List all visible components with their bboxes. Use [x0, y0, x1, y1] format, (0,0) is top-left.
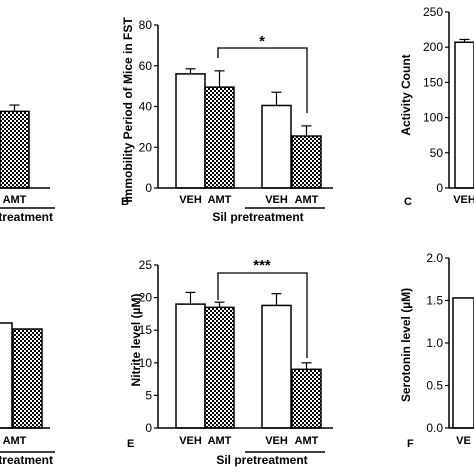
- significance-bracket: [217, 272, 308, 358]
- bar: [291, 368, 322, 429]
- panel-d: AMT pretreatment: [0, 322, 55, 467]
- y-tick-label: 15: [139, 323, 153, 337]
- category-label: VEH: [265, 194, 288, 206]
- y-tick-label: 20: [139, 291, 153, 305]
- group-label: pretreatment: [0, 453, 53, 467]
- panel-label: F: [407, 438, 414, 450]
- y-tick-label: 50: [430, 146, 444, 160]
- category-label: AMT: [295, 194, 319, 206]
- bar: [261, 304, 292, 429]
- y-axis-label: Nitrite level (µM): [129, 294, 143, 387]
- category-label: AMT: [208, 194, 232, 206]
- category-label: AMT: [3, 435, 27, 447]
- y-axis-label: Immobility Period of Mice in FST: [121, 17, 135, 203]
- bar: [175, 303, 206, 429]
- y-tick-label: 25: [139, 258, 153, 272]
- y-tick-label: 100: [423, 111, 443, 125]
- category-label: AMT: [208, 435, 232, 447]
- y-tick-label: 150: [423, 75, 443, 89]
- group-label: Sil pretreatment: [216, 453, 307, 467]
- bar: [454, 41, 474, 189]
- y-tick-label: 2.0: [426, 251, 443, 265]
- y-tick-label: 0.0: [426, 421, 443, 435]
- y-axis-label: Activity Count: [399, 54, 413, 135]
- y-tick-label: 20: [139, 140, 153, 154]
- y-axis-label: Serotonin level (µM): [399, 288, 413, 402]
- panel-label: E: [127, 438, 134, 450]
- y-tick-label: 250: [423, 5, 443, 19]
- y-tick-label: 10: [139, 356, 153, 370]
- y-tick-label: 1.0: [426, 336, 443, 350]
- category-label: VEH: [453, 194, 474, 206]
- y-tick-label: 60: [139, 59, 153, 73]
- panel-a: AMT pretreatment: [0, 104, 55, 224]
- significance-marker: ***: [253, 257, 271, 274]
- bar: [204, 86, 235, 189]
- bar: [12, 328, 43, 429]
- bar: [291, 135, 322, 189]
- y-tick-label: 5: [145, 388, 152, 402]
- panel-label: B: [121, 196, 129, 208]
- y-tick-label: 80: [139, 18, 153, 32]
- category-label: VEH: [179, 194, 202, 206]
- panel-f: 0.0 0.5 1.0 1.5 2.0 VE Serotonin level (µM) F: [399, 251, 474, 450]
- category-label: VEH: [265, 435, 288, 447]
- bar: [204, 306, 235, 429]
- panel-e: 0 5 10 15 20 25 VEH AMT VEH AMT Sil pretreatment **…: [127, 257, 333, 467]
- y-tick-label: 1.5: [426, 294, 443, 308]
- group-label: Sil pretreatment: [212, 210, 303, 224]
- bar: [0, 322, 13, 429]
- significance-marker: *: [259, 33, 265, 50]
- bar: [261, 104, 292, 189]
- bar: [175, 73, 206, 189]
- panel-b: 0 20 40 60 80 VEH AMT VEH AMT Sil pretreatment * Im…: [121, 17, 333, 224]
- y-tick-label: 0: [145, 181, 152, 195]
- group-label: pretreatment: [0, 210, 53, 224]
- y-tick-label: 200: [423, 40, 443, 54]
- category-label: VEH: [179, 435, 202, 447]
- bar: [0, 110, 30, 189]
- y-tick-label: 0: [436, 181, 443, 195]
- category-label: AMT: [295, 435, 319, 447]
- category-label: AMT: [3, 194, 27, 206]
- bar: [452, 297, 474, 429]
- y-tick-label: 40: [139, 100, 153, 114]
- significance-bracket: [217, 47, 308, 113]
- category-label: VE: [456, 435, 471, 447]
- y-tick-label: 0.5: [426, 379, 443, 393]
- panel-label: C: [404, 196, 412, 208]
- panel-c: 0 50 100 150 200 250 VEH Activity Count C: [399, 5, 474, 208]
- y-tick-label: 0: [145, 421, 152, 435]
